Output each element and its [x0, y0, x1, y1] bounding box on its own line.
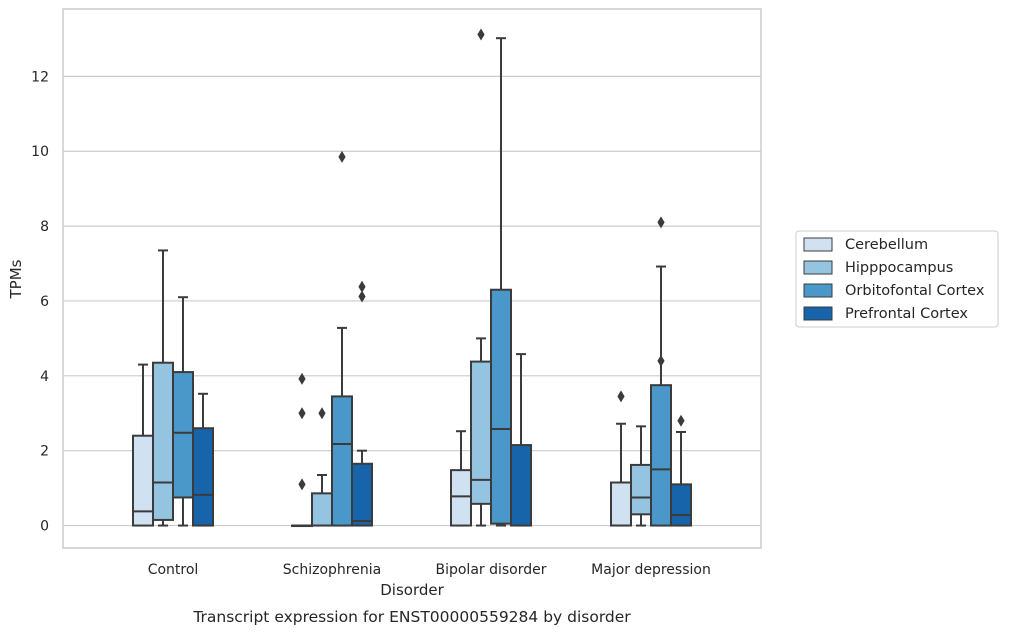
box — [470, 360, 492, 505]
x-axis-label: Disorder — [380, 581, 444, 599]
legend-label: Cerebellum — [845, 237, 928, 253]
box — [490, 288, 512, 525]
outlier-point — [617, 390, 625, 403]
box — [510, 444, 532, 527]
x-tick-label: Bipolar disorder — [435, 562, 546, 578]
outlier-point — [298, 407, 306, 420]
box — [450, 469, 472, 527]
box — [172, 371, 194, 499]
chart-caption: Transcript expression for ENST0000055928… — [192, 608, 631, 626]
y-tick-label: 8 — [40, 219, 49, 235]
boxes — [132, 28, 692, 528]
outlier-point — [338, 150, 346, 163]
legend-swatch — [803, 306, 833, 321]
legend-label: Orbitofontal Cortex — [845, 283, 985, 299]
x-tick-label: Schizophrenia — [283, 562, 381, 578]
box — [152, 361, 174, 521]
outlier-point — [657, 216, 665, 229]
x-tick-label: Control — [148, 562, 199, 578]
box — [351, 462, 373, 527]
box — [311, 492, 333, 527]
y-tick-label: 4 — [40, 369, 49, 385]
legend-label: Hipppocampus — [845, 260, 953, 276]
legend-frame — [795, 230, 999, 328]
outlier-point — [657, 354, 665, 367]
x-tick-labels: Control Schizophrenia Bipolar disorder Majo… — [148, 562, 711, 578]
outlier-point — [677, 414, 685, 427]
legend-label: Prefrontal Cortex — [845, 306, 968, 322]
outlier-point — [298, 372, 306, 385]
legend: Cerebellum Hipppocampus Orbitofontal Corte… — [795, 230, 999, 328]
y-axis-label: TPMs — [7, 259, 25, 299]
plot-frame — [62, 8, 762, 549]
outlier-point — [358, 280, 366, 293]
y-tick-labels: 0 2 4 6 8 10 12 — [31, 69, 49, 534]
legend-swatch — [803, 237, 833, 252]
box — [610, 481, 632, 527]
y-tick-label: 0 — [40, 519, 49, 535]
outlier-point — [318, 407, 326, 420]
x-tick-label: Major depression — [591, 562, 711, 578]
box — [670, 483, 692, 527]
outlier-point — [477, 28, 485, 41]
y-tick-label: 10 — [31, 144, 49, 160]
y-tick-label: 2 — [40, 444, 49, 460]
box — [331, 395, 353, 527]
legend-swatch — [803, 260, 833, 275]
box — [192, 427, 214, 527]
outlier-point — [358, 290, 366, 303]
box — [630, 463, 652, 516]
outlier-point — [298, 478, 306, 491]
box — [650, 384, 672, 527]
y-tick-label: 6 — [40, 294, 49, 310]
legend-swatch — [803, 283, 833, 298]
y-tick-label: 12 — [31, 69, 49, 85]
